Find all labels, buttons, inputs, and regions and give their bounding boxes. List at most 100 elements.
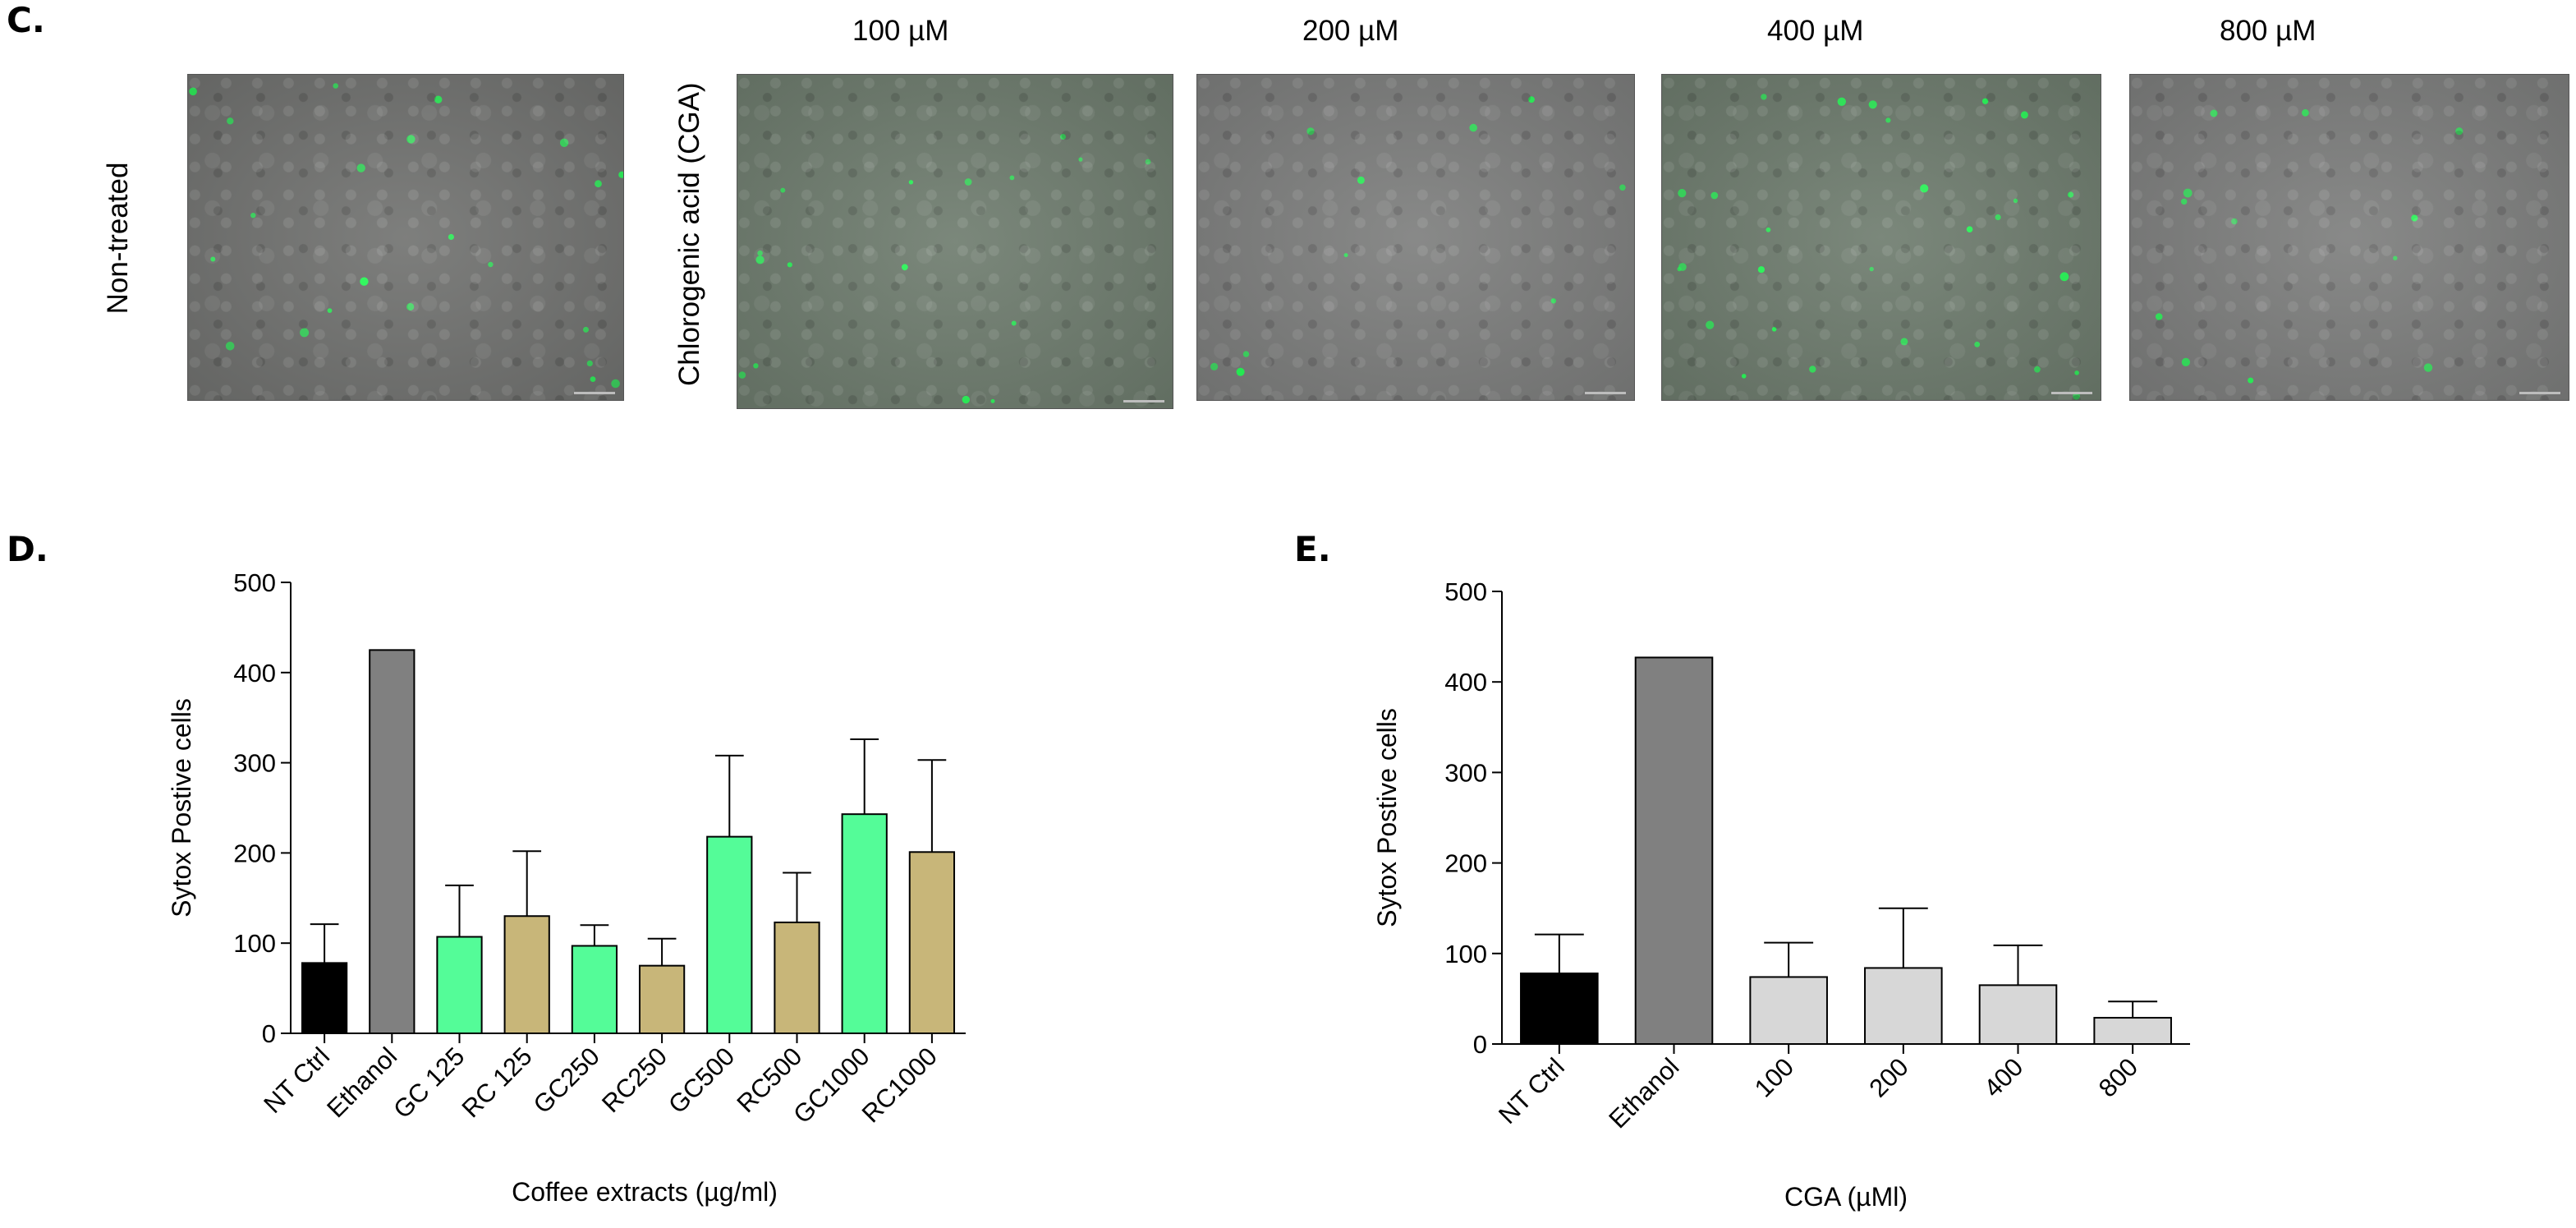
bar (1634, 656, 1714, 1045)
fluorescent-cell-dot (2423, 363, 2433, 372)
bar (774, 921, 820, 1035)
fluorescent-cell-dot (356, 163, 365, 172)
fluorescent-cell-dot (1528, 96, 1535, 103)
fluorescent-cell-dot (2155, 313, 2163, 320)
green-fluorescence-dots (1210, 96, 1626, 376)
fluorescent-cell-dot (753, 363, 759, 369)
fluorescent-cell-dot (2020, 111, 2028, 119)
fluorescent-cell-dot (1771, 327, 1777, 332)
x-tick-label: 200 (1863, 1052, 1913, 1102)
fluorescent-cell-dot (210, 256, 216, 262)
scale-bar (1585, 392, 1626, 394)
fluorescent-cell-dot (333, 83, 338, 89)
fluorescent-cell-dot (1060, 134, 1066, 140)
y-tick-label: 400 (233, 659, 276, 688)
fluorescent-cell-dot (1868, 100, 1877, 109)
fluorescent-cell-dot (757, 250, 763, 256)
fluorescent-cell-dot (360, 277, 369, 286)
y-axis-label: Sytox Postive cells (1372, 708, 1402, 927)
fluorescent-cell-dot (964, 178, 972, 186)
bar (369, 649, 416, 1034)
concentration-label-800: 800 µM (2220, 15, 2317, 47)
fluorescent-cell-dot (2411, 214, 2418, 222)
fluorescent-cell-dot (1011, 320, 1017, 326)
micrograph-non-treated (187, 74, 624, 401)
fluorescent-cell-dot (448, 233, 454, 241)
fluorescent-cell-dot (1966, 226, 1973, 232)
fluorescent-cell-dot (1900, 338, 1908, 346)
fluorescent-cell-dot (406, 302, 415, 311)
y-tick-label: 400 (1444, 668, 1487, 697)
concentration-label-200: 200 µM (1302, 15, 1399, 47)
panel-d-letter: D. (7, 529, 48, 569)
fluorescent-cell-dot (189, 87, 197, 96)
scale-bar (1123, 400, 1164, 402)
fluorescent-cell-dot (1009, 175, 1015, 181)
fluorescent-cell-dot (787, 262, 792, 268)
bar (706, 835, 753, 1034)
scale-bar (574, 392, 615, 394)
y-tick-label: 200 (233, 839, 276, 867)
y-tick-label: 500 (233, 568, 276, 597)
bar (1749, 976, 1828, 1046)
fluorescent-cell-dot (1885, 117, 1891, 123)
fluorescent-cell-dot (990, 398, 995, 403)
fluorescent-cell-dot (1761, 94, 1767, 100)
fluorescent-cell-dot (1242, 351, 1250, 357)
green-fluorescence-dots (2155, 108, 2464, 384)
bar (1864, 967, 1943, 1046)
fluorescent-cell-dot (1741, 374, 1747, 379)
bar (1520, 973, 1599, 1045)
y-axis-label: Sytox Postive cells (167, 698, 196, 918)
concentration-label-100: 100 µM (852, 15, 949, 47)
x-tick-label: Ethanol (1603, 1052, 1684, 1134)
y-tick-label: 100 (1444, 940, 1487, 968)
y-tick-label: 300 (233, 749, 276, 778)
fluorescent-cell-dot (300, 328, 310, 338)
fluorescent-cell-dot (1837, 97, 1846, 106)
fluorescent-cell-dot (595, 180, 602, 188)
fluorescent-cell-dot (1995, 214, 2001, 221)
y-tick-label: 0 (1473, 1030, 1487, 1059)
fluorescent-cell-dot (406, 135, 416, 144)
fluorescent-cell-dot (225, 342, 235, 351)
fluorescent-cell-dot (2068, 191, 2074, 198)
fluorescent-cell-dot (1757, 266, 1765, 274)
fluorescent-cell-dot (1678, 189, 1687, 198)
fluorescent-cell-dot (1678, 263, 1687, 271)
fluorescent-cell-dot (2181, 357, 2190, 366)
fluorescent-cell-dot (1981, 98, 1989, 104)
fluorescent-cell-dot (586, 360, 593, 366)
fluorescent-cell-dot (434, 95, 443, 103)
x-axis-label: CGA (µMl) (1784, 1182, 1908, 1212)
fluorescent-cell-dot (1306, 127, 1315, 136)
fluorescent-cell-dot (1550, 298, 1556, 304)
bar (503, 915, 550, 1035)
fluorescent-cell-dot (908, 180, 914, 185)
fluorescent-cell-dot (250, 213, 256, 218)
x-tick-label: 100 (1749, 1052, 1799, 1102)
fluorescent-cell-dot (1809, 366, 1816, 373)
fluorescent-cell-dot (2074, 370, 2079, 375)
fluorescent-cell-dot (755, 255, 765, 264)
fluorescent-cell-dot (2181, 198, 2188, 205)
micrograph-cga-400 (1661, 74, 2101, 401)
fluorescent-cell-dot (738, 371, 746, 379)
x-tick-label: NT Ctrl (1493, 1052, 1570, 1129)
micrograph-cga-100 (737, 74, 1173, 409)
fluorescent-cell-dot (1706, 320, 1715, 329)
fluorescent-cell-dot (1078, 157, 1083, 162)
fluorescent-cell-dot (559, 138, 569, 147)
bar (1978, 984, 2058, 1045)
fluorescent-cell-dot (488, 261, 494, 268)
bar (2093, 1017, 2172, 1045)
green-fluorescence-dots (189, 83, 623, 389)
y-tick-label: 0 (262, 1019, 276, 1048)
fluorescent-cell-dot (1869, 266, 1874, 272)
fluorescent-cell-dot (2034, 366, 2041, 373)
x-tick-label: 800 (2093, 1052, 2143, 1102)
fluorescent-cell-dot (618, 171, 623, 178)
micrograph-cga-800 (2129, 74, 2569, 401)
fluorescent-cell-dot (327, 308, 333, 313)
